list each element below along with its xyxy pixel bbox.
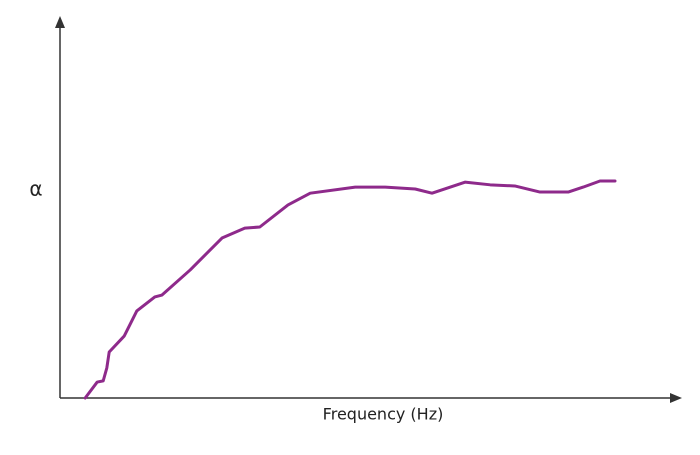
data-line (83, 179, 617, 400)
y-axis-arrow (55, 16, 65, 28)
x-axis-arrow (670, 393, 682, 403)
y-axis-label: α (29, 177, 42, 201)
x-axis-label: Frequency (Hz) (323, 405, 444, 424)
axes (55, 16, 682, 403)
